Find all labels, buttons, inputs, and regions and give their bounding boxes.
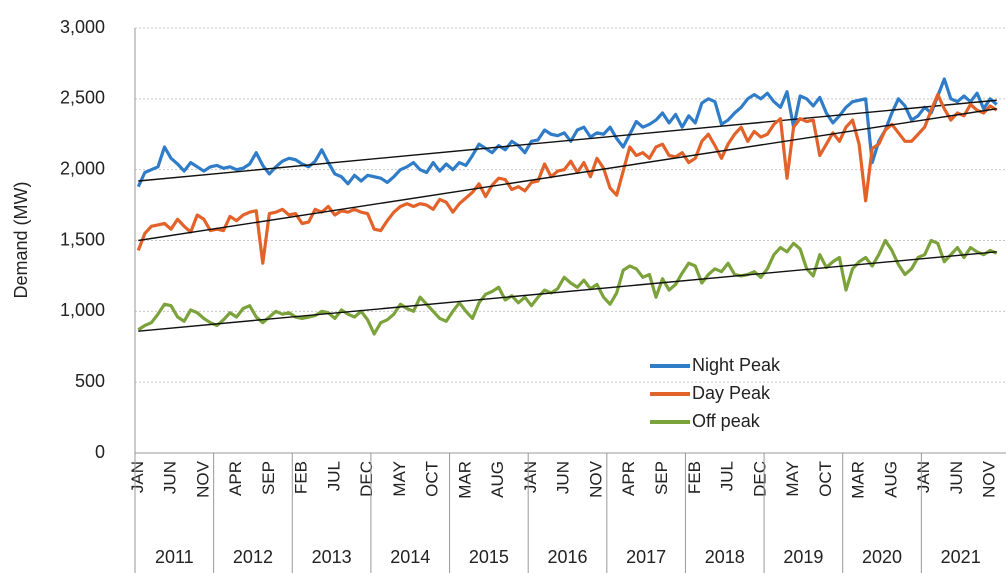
x-tick-label: NOV xyxy=(980,460,999,498)
year-label: 2018 xyxy=(705,547,745,567)
y-axis-label: Demand (MW) xyxy=(11,181,31,298)
x-tick-label: APR xyxy=(619,461,638,496)
x-tick-label: JUN xyxy=(161,461,180,494)
series-line xyxy=(137,238,998,336)
x-tick-label: MAR xyxy=(455,461,474,499)
year-label: 2016 xyxy=(547,547,587,567)
trend-line xyxy=(138,251,997,332)
year-label: 2011 xyxy=(155,547,194,567)
x-tick-label: DEC xyxy=(357,461,376,497)
year-label: 2014 xyxy=(390,547,430,567)
year-label: 2012 xyxy=(233,547,273,567)
year-label: 2020 xyxy=(862,547,902,567)
year-label: 2021 xyxy=(941,547,981,567)
x-tick-label: FEB xyxy=(685,461,704,494)
x-tick-label: MAY xyxy=(390,461,409,497)
y-tick-label: 2,500 xyxy=(60,88,105,108)
x-tick-label: SEP xyxy=(259,461,278,495)
trend-line xyxy=(138,99,997,182)
trend-line xyxy=(138,108,997,242)
year-label: 2017 xyxy=(626,547,666,567)
x-tick-label: JUN xyxy=(947,461,966,494)
y-tick-label: 1,000 xyxy=(60,300,105,320)
x-tick-label: AUG xyxy=(488,461,507,498)
x-tick-label: NOV xyxy=(586,460,605,498)
x-tick-label: JUL xyxy=(324,461,343,491)
x-tick-label: OCT xyxy=(816,461,835,497)
y-tick-label: 500 xyxy=(75,371,105,391)
x-tick-label: MAY xyxy=(783,461,802,497)
x-tick-label: NOV xyxy=(193,460,212,498)
year-label: 2019 xyxy=(783,547,823,567)
y-tick-label: 1,500 xyxy=(60,229,105,249)
x-tick-label: JAN xyxy=(521,461,540,493)
y-tick-label: 2,000 xyxy=(60,158,105,178)
legend-label: Night Peak xyxy=(692,355,781,375)
legend-label: Day Peak xyxy=(692,383,771,403)
series-line xyxy=(136,92,998,265)
x-tick-label: JAN xyxy=(128,461,147,493)
y-tick-label: 3,000 xyxy=(60,17,105,37)
year-label: 2015 xyxy=(469,547,509,567)
x-tick-label: MAR xyxy=(849,461,868,499)
year-label: 2013 xyxy=(312,547,352,567)
x-tick-label: JAN xyxy=(914,461,933,493)
series-line xyxy=(136,77,998,188)
x-tick-label: FEB xyxy=(292,461,311,494)
x-tick-label: SEP xyxy=(652,461,671,495)
x-tick-label: AUG xyxy=(881,461,900,498)
y-tick-label: 0 xyxy=(95,442,105,462)
x-tick-label: DEC xyxy=(750,461,769,497)
x-tick-label: JUN xyxy=(554,461,573,494)
x-tick-label: JUL xyxy=(718,461,737,491)
x-tick-label: APR xyxy=(226,461,245,496)
x-tick-label: OCT xyxy=(423,461,442,497)
legend-label: Off peak xyxy=(692,411,761,431)
